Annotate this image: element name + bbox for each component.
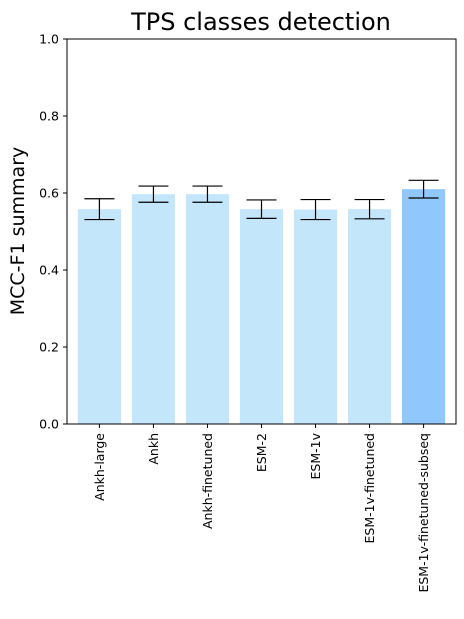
x-tick-label-0: Ankh-large: [92, 433, 107, 501]
x-tick-label-1: Ankh: [146, 433, 161, 465]
bar-6: [401, 189, 446, 424]
y-tick-label-4: 0.8: [39, 109, 59, 124]
x-axis-ticks: Ankh-large Ankh Ankh-finetuned ESM-2 ESM-1v E…: [92, 424, 431, 593]
error-bars-group: [84, 179, 439, 221]
y-tick-label-0: 0.0: [39, 417, 59, 432]
y-tick-label-5: 1.0: [39, 32, 59, 47]
plot-frame: [66, 38, 457, 425]
y-axis-ticks: 0.0 0.2 0.4 0.6 0.8 1.0: [39, 32, 67, 432]
x-tick-label-5: ESM-1v-finetuned: [362, 433, 377, 544]
bar-5: [347, 209, 392, 424]
y-axis-label: MCC-F1 summary: [7, 147, 29, 316]
x-tick-label-6: ESM-1v-finetuned-subseq: [416, 433, 431, 593]
y-tick-label-3: 0.6: [39, 186, 59, 201]
x-tick-label-4: ESM-1v: [308, 432, 323, 479]
y-tick-label-1: 0.2: [39, 340, 59, 355]
bar-1: [131, 194, 176, 424]
bar-2: [185, 194, 230, 424]
x-tick-label-2: Ankh-finetuned: [200, 433, 215, 529]
bars-group: [77, 189, 446, 424]
x-tick-label-3: ESM-2: [254, 433, 269, 472]
bar-4: [293, 209, 338, 424]
chart-title: TPS classes detection: [130, 8, 391, 36]
bar-0: [77, 209, 122, 424]
y-tick-label-2: 0.4: [39, 263, 59, 278]
bar-3: [239, 209, 284, 424]
